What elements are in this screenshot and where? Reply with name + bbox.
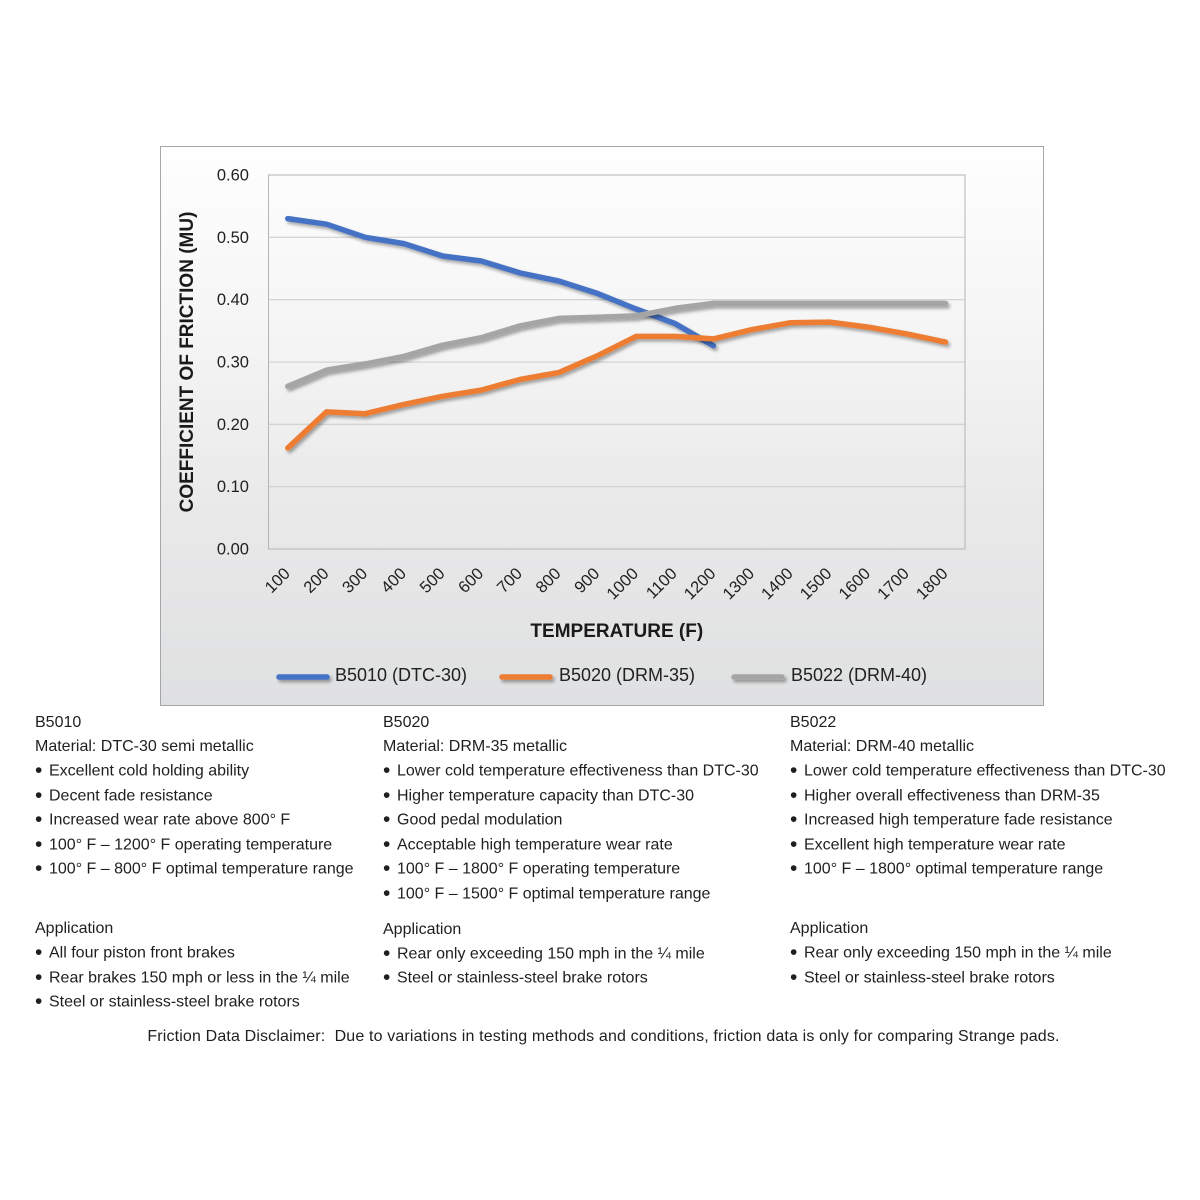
svg-text:600: 600: [455, 565, 487, 597]
svg-text:0.50: 0.50: [217, 229, 249, 247]
svg-text:400: 400: [378, 565, 410, 597]
svg-text:0.30: 0.30: [217, 354, 249, 372]
svg-text:TEMPERATURE (F): TEMPERATURE (F): [530, 621, 703, 642]
svg-text:0.40: 0.40: [217, 291, 249, 309]
svg-text:300: 300: [339, 565, 371, 597]
svg-text:0.20: 0.20: [217, 416, 249, 434]
svg-text:1400: 1400: [758, 565, 797, 604]
svg-text:1100: 1100: [643, 565, 681, 603]
svg-text:1800: 1800: [913, 565, 952, 604]
svg-text:1300: 1300: [719, 565, 758, 604]
svg-text:200: 200: [300, 565, 332, 597]
svg-text:B5010 (DTC-30): B5010 (DTC-30): [335, 665, 467, 685]
svg-text:500: 500: [416, 565, 448, 597]
svg-text:1700: 1700: [874, 565, 913, 604]
svg-text:B5020 (DRM-35): B5020 (DRM-35): [559, 665, 695, 685]
svg-text:COEFFICIENT OF FRICTION (MU): COEFFICIENT OF FRICTION (MU): [177, 212, 198, 513]
svg-text:B5022 (DRM-40): B5022 (DRM-40): [791, 665, 927, 685]
svg-text:1000: 1000: [603, 565, 642, 604]
svg-text:1200: 1200: [681, 565, 720, 604]
svg-text:0.60: 0.60: [217, 167, 249, 185]
svg-text:1600: 1600: [835, 565, 874, 604]
svg-text:700: 700: [494, 565, 526, 597]
svg-text:900: 900: [571, 565, 603, 597]
svg-text:800: 800: [532, 565, 564, 597]
svg-text:100: 100: [262, 565, 294, 597]
svg-text:0.00: 0.00: [217, 541, 249, 559]
svg-text:0.10: 0.10: [217, 478, 249, 496]
svg-text:1500: 1500: [797, 565, 836, 604]
